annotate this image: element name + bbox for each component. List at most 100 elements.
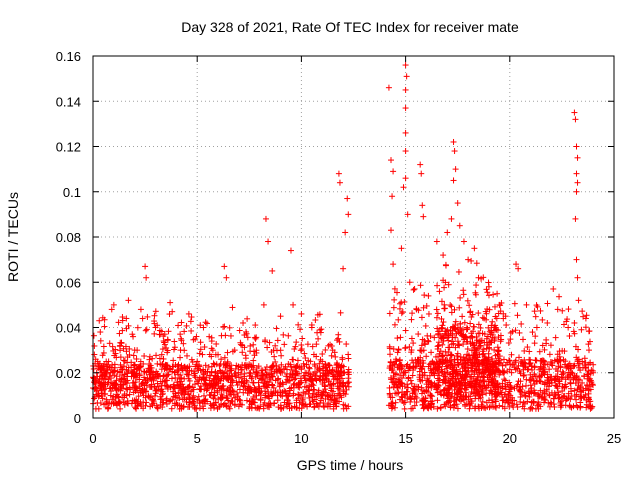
data-point — [250, 341, 257, 348]
data-point — [140, 405, 147, 412]
data-point — [211, 361, 218, 368]
data-point — [264, 344, 271, 351]
data-point — [181, 389, 188, 396]
data-point — [433, 314, 440, 321]
data-point — [419, 202, 426, 209]
data-point — [268, 364, 275, 371]
data-point — [221, 323, 228, 330]
data-point — [249, 379, 256, 386]
data-point — [294, 363, 301, 370]
data-point — [250, 366, 257, 373]
data-point — [152, 387, 159, 394]
data-point — [387, 351, 394, 358]
data-point — [181, 328, 188, 335]
data-point — [242, 352, 249, 359]
data-point — [339, 356, 346, 363]
data-point — [95, 405, 102, 412]
data-point — [575, 297, 582, 304]
data-point — [108, 388, 115, 395]
data-point — [247, 370, 254, 377]
data-point — [392, 399, 399, 406]
data-point — [523, 301, 530, 308]
data-point — [428, 349, 435, 356]
data-point — [327, 396, 334, 403]
data-point — [244, 334, 251, 341]
data-point — [112, 380, 119, 387]
data-point — [559, 307, 566, 314]
data-point — [263, 371, 270, 378]
y-tick-label: 0.1 — [63, 185, 81, 200]
data-point — [174, 363, 181, 370]
data-point — [130, 352, 137, 359]
data-point — [317, 397, 324, 404]
data-point — [135, 393, 142, 400]
data-point — [255, 363, 262, 370]
data-point — [265, 238, 272, 245]
data-point — [109, 343, 116, 350]
data-point — [102, 374, 109, 381]
data-point — [107, 369, 114, 376]
data-point — [579, 308, 586, 315]
data-point — [296, 370, 303, 377]
data-point — [111, 372, 118, 379]
x-tick-labels: 0 5 10 15 20 25 — [89, 431, 621, 446]
data-point — [391, 296, 398, 303]
data-point — [336, 398, 343, 405]
data-point — [126, 391, 133, 398]
data-point — [121, 357, 128, 364]
data-point — [473, 260, 480, 267]
data-point — [307, 358, 314, 365]
data-point — [402, 148, 409, 155]
data-point — [146, 366, 153, 373]
data-point — [337, 309, 344, 316]
data-point — [224, 368, 231, 375]
data-point — [292, 343, 299, 350]
data-point — [266, 404, 273, 411]
data-point — [153, 352, 160, 359]
data-point — [212, 369, 219, 376]
data-point — [224, 349, 231, 356]
data-point — [154, 404, 161, 411]
data-point — [279, 393, 286, 400]
data-point — [201, 343, 208, 350]
data-point — [277, 347, 284, 354]
data-point — [163, 395, 170, 402]
data-point — [281, 341, 288, 348]
data-point — [116, 398, 123, 405]
data-point — [544, 319, 551, 326]
data-point — [296, 399, 303, 406]
data-point — [312, 316, 319, 323]
data-point — [115, 386, 122, 393]
data-point — [109, 396, 116, 403]
data-point — [240, 382, 247, 389]
data-point — [90, 332, 97, 339]
data-point — [464, 346, 471, 353]
data-point — [139, 315, 146, 322]
data-point — [514, 404, 521, 411]
data-point — [185, 310, 192, 317]
data-point — [193, 405, 200, 412]
data-point — [226, 403, 233, 410]
data-point — [227, 332, 234, 339]
data-point — [450, 177, 457, 184]
data-point — [287, 247, 294, 254]
data-point — [191, 402, 198, 409]
data-point — [154, 405, 161, 412]
data-point — [434, 282, 441, 289]
data-point — [284, 392, 291, 399]
data-point — [253, 392, 260, 399]
data-point — [302, 355, 309, 362]
data-point — [220, 361, 227, 368]
data-point — [119, 317, 126, 324]
data-point — [156, 327, 163, 334]
data-point — [324, 401, 331, 408]
data-point — [339, 380, 346, 387]
data-point — [129, 331, 136, 338]
data-point — [178, 390, 185, 397]
data-point — [137, 358, 144, 365]
data-point — [329, 392, 336, 399]
data-point — [160, 355, 167, 362]
data-point — [345, 366, 352, 373]
data-point — [385, 84, 392, 91]
y-tick-label: 0.04 — [56, 321, 81, 336]
